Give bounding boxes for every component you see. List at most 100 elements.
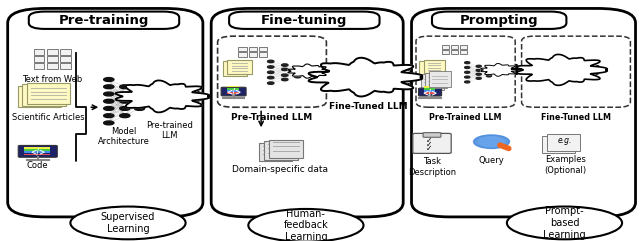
FancyBboxPatch shape (227, 88, 239, 90)
FancyBboxPatch shape (412, 8, 636, 217)
Text: Pre-trained
LLM: Pre-trained LLM (146, 120, 193, 140)
Text: Supervised
Learning: Supervised Learning (101, 212, 155, 234)
Ellipse shape (70, 207, 186, 239)
FancyBboxPatch shape (24, 151, 51, 153)
Circle shape (120, 92, 130, 96)
Polygon shape (288, 64, 330, 78)
FancyBboxPatch shape (542, 136, 575, 153)
FancyBboxPatch shape (413, 134, 451, 153)
FancyBboxPatch shape (239, 52, 247, 57)
Ellipse shape (507, 207, 622, 239)
FancyBboxPatch shape (227, 60, 252, 74)
Circle shape (294, 71, 301, 74)
FancyBboxPatch shape (419, 88, 442, 96)
FancyBboxPatch shape (239, 47, 247, 51)
Circle shape (104, 114, 114, 118)
Text: ✓: ✓ (426, 144, 432, 153)
FancyBboxPatch shape (34, 56, 45, 62)
FancyBboxPatch shape (451, 50, 458, 54)
Circle shape (120, 99, 130, 103)
Circle shape (104, 121, 114, 125)
FancyBboxPatch shape (29, 12, 179, 29)
FancyBboxPatch shape (264, 141, 298, 160)
Circle shape (486, 71, 492, 73)
FancyBboxPatch shape (221, 87, 246, 96)
FancyBboxPatch shape (249, 47, 257, 51)
FancyBboxPatch shape (451, 45, 458, 49)
Circle shape (104, 78, 114, 81)
FancyBboxPatch shape (424, 92, 435, 94)
FancyBboxPatch shape (18, 86, 61, 107)
Circle shape (104, 92, 114, 96)
FancyBboxPatch shape (259, 47, 268, 51)
Circle shape (282, 64, 288, 66)
Circle shape (474, 135, 509, 148)
Text: e.g.: e.g. (558, 136, 572, 146)
Text: </>: </> (422, 88, 438, 97)
Circle shape (282, 78, 288, 81)
Text: Prompting: Prompting (460, 14, 538, 27)
Text: </>: </> (30, 147, 45, 156)
FancyBboxPatch shape (460, 50, 467, 54)
FancyBboxPatch shape (522, 36, 630, 107)
Ellipse shape (248, 209, 364, 241)
FancyBboxPatch shape (211, 8, 403, 217)
Text: </>: </> (226, 87, 241, 97)
Text: Code: Code (27, 161, 49, 170)
FancyBboxPatch shape (47, 56, 58, 62)
Circle shape (268, 76, 274, 79)
Text: Fine-tuning: Fine-tuning (261, 14, 348, 27)
Circle shape (294, 67, 301, 69)
Circle shape (476, 73, 481, 75)
FancyBboxPatch shape (416, 36, 515, 107)
Polygon shape (516, 54, 607, 85)
FancyBboxPatch shape (424, 90, 435, 92)
FancyBboxPatch shape (423, 133, 441, 137)
FancyBboxPatch shape (259, 143, 292, 161)
Circle shape (120, 107, 130, 110)
FancyBboxPatch shape (34, 49, 45, 55)
Circle shape (104, 85, 114, 89)
FancyBboxPatch shape (22, 84, 66, 106)
FancyBboxPatch shape (229, 12, 380, 29)
Text: ✓: ✓ (426, 136, 432, 145)
FancyBboxPatch shape (61, 63, 72, 69)
Circle shape (282, 68, 288, 71)
FancyBboxPatch shape (419, 61, 440, 75)
FancyBboxPatch shape (47, 63, 58, 69)
FancyBboxPatch shape (227, 90, 239, 92)
Circle shape (134, 92, 145, 96)
FancyBboxPatch shape (429, 71, 451, 87)
Circle shape (479, 137, 504, 147)
FancyBboxPatch shape (24, 147, 51, 149)
Text: Pre-training: Pre-training (59, 14, 149, 27)
FancyBboxPatch shape (424, 88, 435, 90)
Circle shape (476, 69, 481, 71)
Circle shape (465, 71, 470, 73)
Circle shape (268, 60, 274, 63)
FancyBboxPatch shape (8, 8, 203, 217)
FancyBboxPatch shape (27, 83, 70, 104)
Circle shape (120, 85, 130, 89)
Text: Pre-Trained LLM: Pre-Trained LLM (429, 113, 502, 122)
FancyBboxPatch shape (249, 52, 257, 57)
FancyBboxPatch shape (432, 12, 566, 29)
Circle shape (282, 74, 288, 76)
FancyBboxPatch shape (47, 49, 58, 55)
Circle shape (465, 62, 470, 64)
Circle shape (476, 65, 481, 67)
Circle shape (120, 114, 130, 118)
FancyBboxPatch shape (269, 140, 303, 158)
Circle shape (104, 99, 114, 103)
FancyBboxPatch shape (426, 73, 447, 88)
FancyBboxPatch shape (61, 49, 72, 55)
FancyBboxPatch shape (460, 45, 467, 49)
Circle shape (294, 75, 301, 78)
Circle shape (465, 76, 470, 78)
FancyBboxPatch shape (223, 61, 247, 76)
Text: Fine-Tuned LLM: Fine-Tuned LLM (541, 113, 611, 122)
Circle shape (268, 66, 274, 68)
FancyBboxPatch shape (547, 134, 580, 151)
FancyBboxPatch shape (424, 60, 445, 73)
FancyBboxPatch shape (227, 92, 239, 94)
